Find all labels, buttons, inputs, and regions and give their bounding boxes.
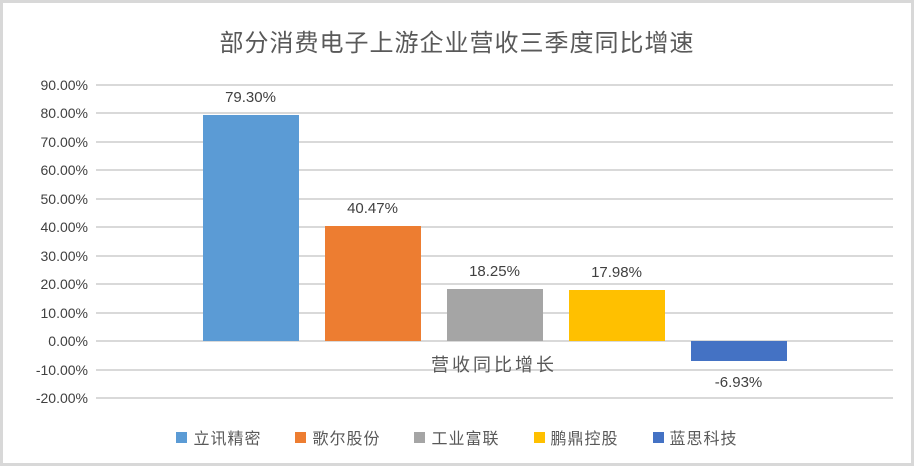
legend-swatch-icon — [176, 431, 188, 443]
y-axis-tick-label: -20.00% — [35, 390, 88, 406]
legend-item-歌尔股份: 歌尔股份 — [295, 425, 380, 449]
legend-item-工业富联: 工业富联 — [414, 425, 499, 449]
gridline — [96, 112, 893, 115]
legend-label: 立讯精密 — [193, 431, 262, 448]
legend-label: 歌尔股份 — [312, 431, 381, 448]
legend: 立讯精密 歌尔股份 工业富联 鹏鼎控股 蓝思科技 — [3, 425, 911, 449]
legend-label: 工业富联 — [431, 431, 500, 448]
gridline — [96, 169, 893, 172]
bar-value-label: 17.98% — [591, 263, 642, 281]
legend-label: 蓝思科技 — [669, 431, 738, 448]
y-axis-tick-label: 90.00% — [40, 77, 88, 93]
legend-item-蓝思科技: 蓝思科技 — [652, 425, 738, 449]
bar-蓝思科技 — [690, 341, 787, 361]
y-axis-tick-label: 40.00% — [40, 219, 88, 236]
gridline — [96, 140, 893, 143]
gridline — [96, 340, 893, 343]
legend-swatch-icon — [295, 431, 307, 443]
y-axis-tick-label: 10.00% — [40, 304, 88, 321]
gridline — [96, 254, 893, 257]
y-axis-tick-label: 60.00% — [40, 162, 88, 179]
chart-title: 部分消费电子上游企业营收三季度同比增速 — [219, 30, 695, 57]
gridline — [96, 368, 893, 371]
category-axis-label: 营收同比增长 — [431, 355, 557, 375]
legend-swatch-icon — [652, 431, 664, 443]
bar-工业富联 — [446, 289, 543, 342]
legend-label: 鹏鼎控股 — [550, 431, 619, 448]
gridline — [96, 84, 893, 86]
y-axis-tick-label: 80.00% — [40, 105, 88, 122]
y-axis-tick-label: 70.00% — [40, 133, 88, 150]
y-axis-tick-label: 50.00% — [40, 190, 88, 207]
bar-value-label: 40.47% — [347, 199, 398, 217]
bar-value-label: 18.25% — [469, 263, 520, 281]
bar-value-label: -6.93% — [714, 373, 763, 391]
y-axis-tick-label: 20.00% — [40, 276, 88, 293]
bar-鹏鼎控股 — [568, 289, 665, 342]
y-axis-tick-label: 0.00% — [48, 333, 88, 350]
legend-swatch-icon — [414, 431, 426, 443]
gridline — [96, 197, 893, 200]
legend-item-鹏鼎控股: 鹏鼎控股 — [533, 425, 619, 449]
bar-value-label: 79.30% — [225, 89, 276, 107]
gridline — [96, 397, 893, 399]
bar-立讯精密 — [202, 115, 299, 342]
y-axis-tick-label: -10.00% — [35, 361, 88, 378]
gridline — [96, 226, 893, 229]
legend-swatch-icon — [533, 431, 545, 443]
gridline — [96, 283, 893, 286]
y-axis-tick-label: 30.00% — [40, 247, 88, 264]
legend-item-立讯精密: 立讯精密 — [176, 425, 261, 449]
plot-area: 90.00% 80.00% 70.00% 60.00% 50.00% 40.00% 30.0… — [3, 3, 911, 463]
bar-歌尔股份 — [324, 225, 421, 342]
